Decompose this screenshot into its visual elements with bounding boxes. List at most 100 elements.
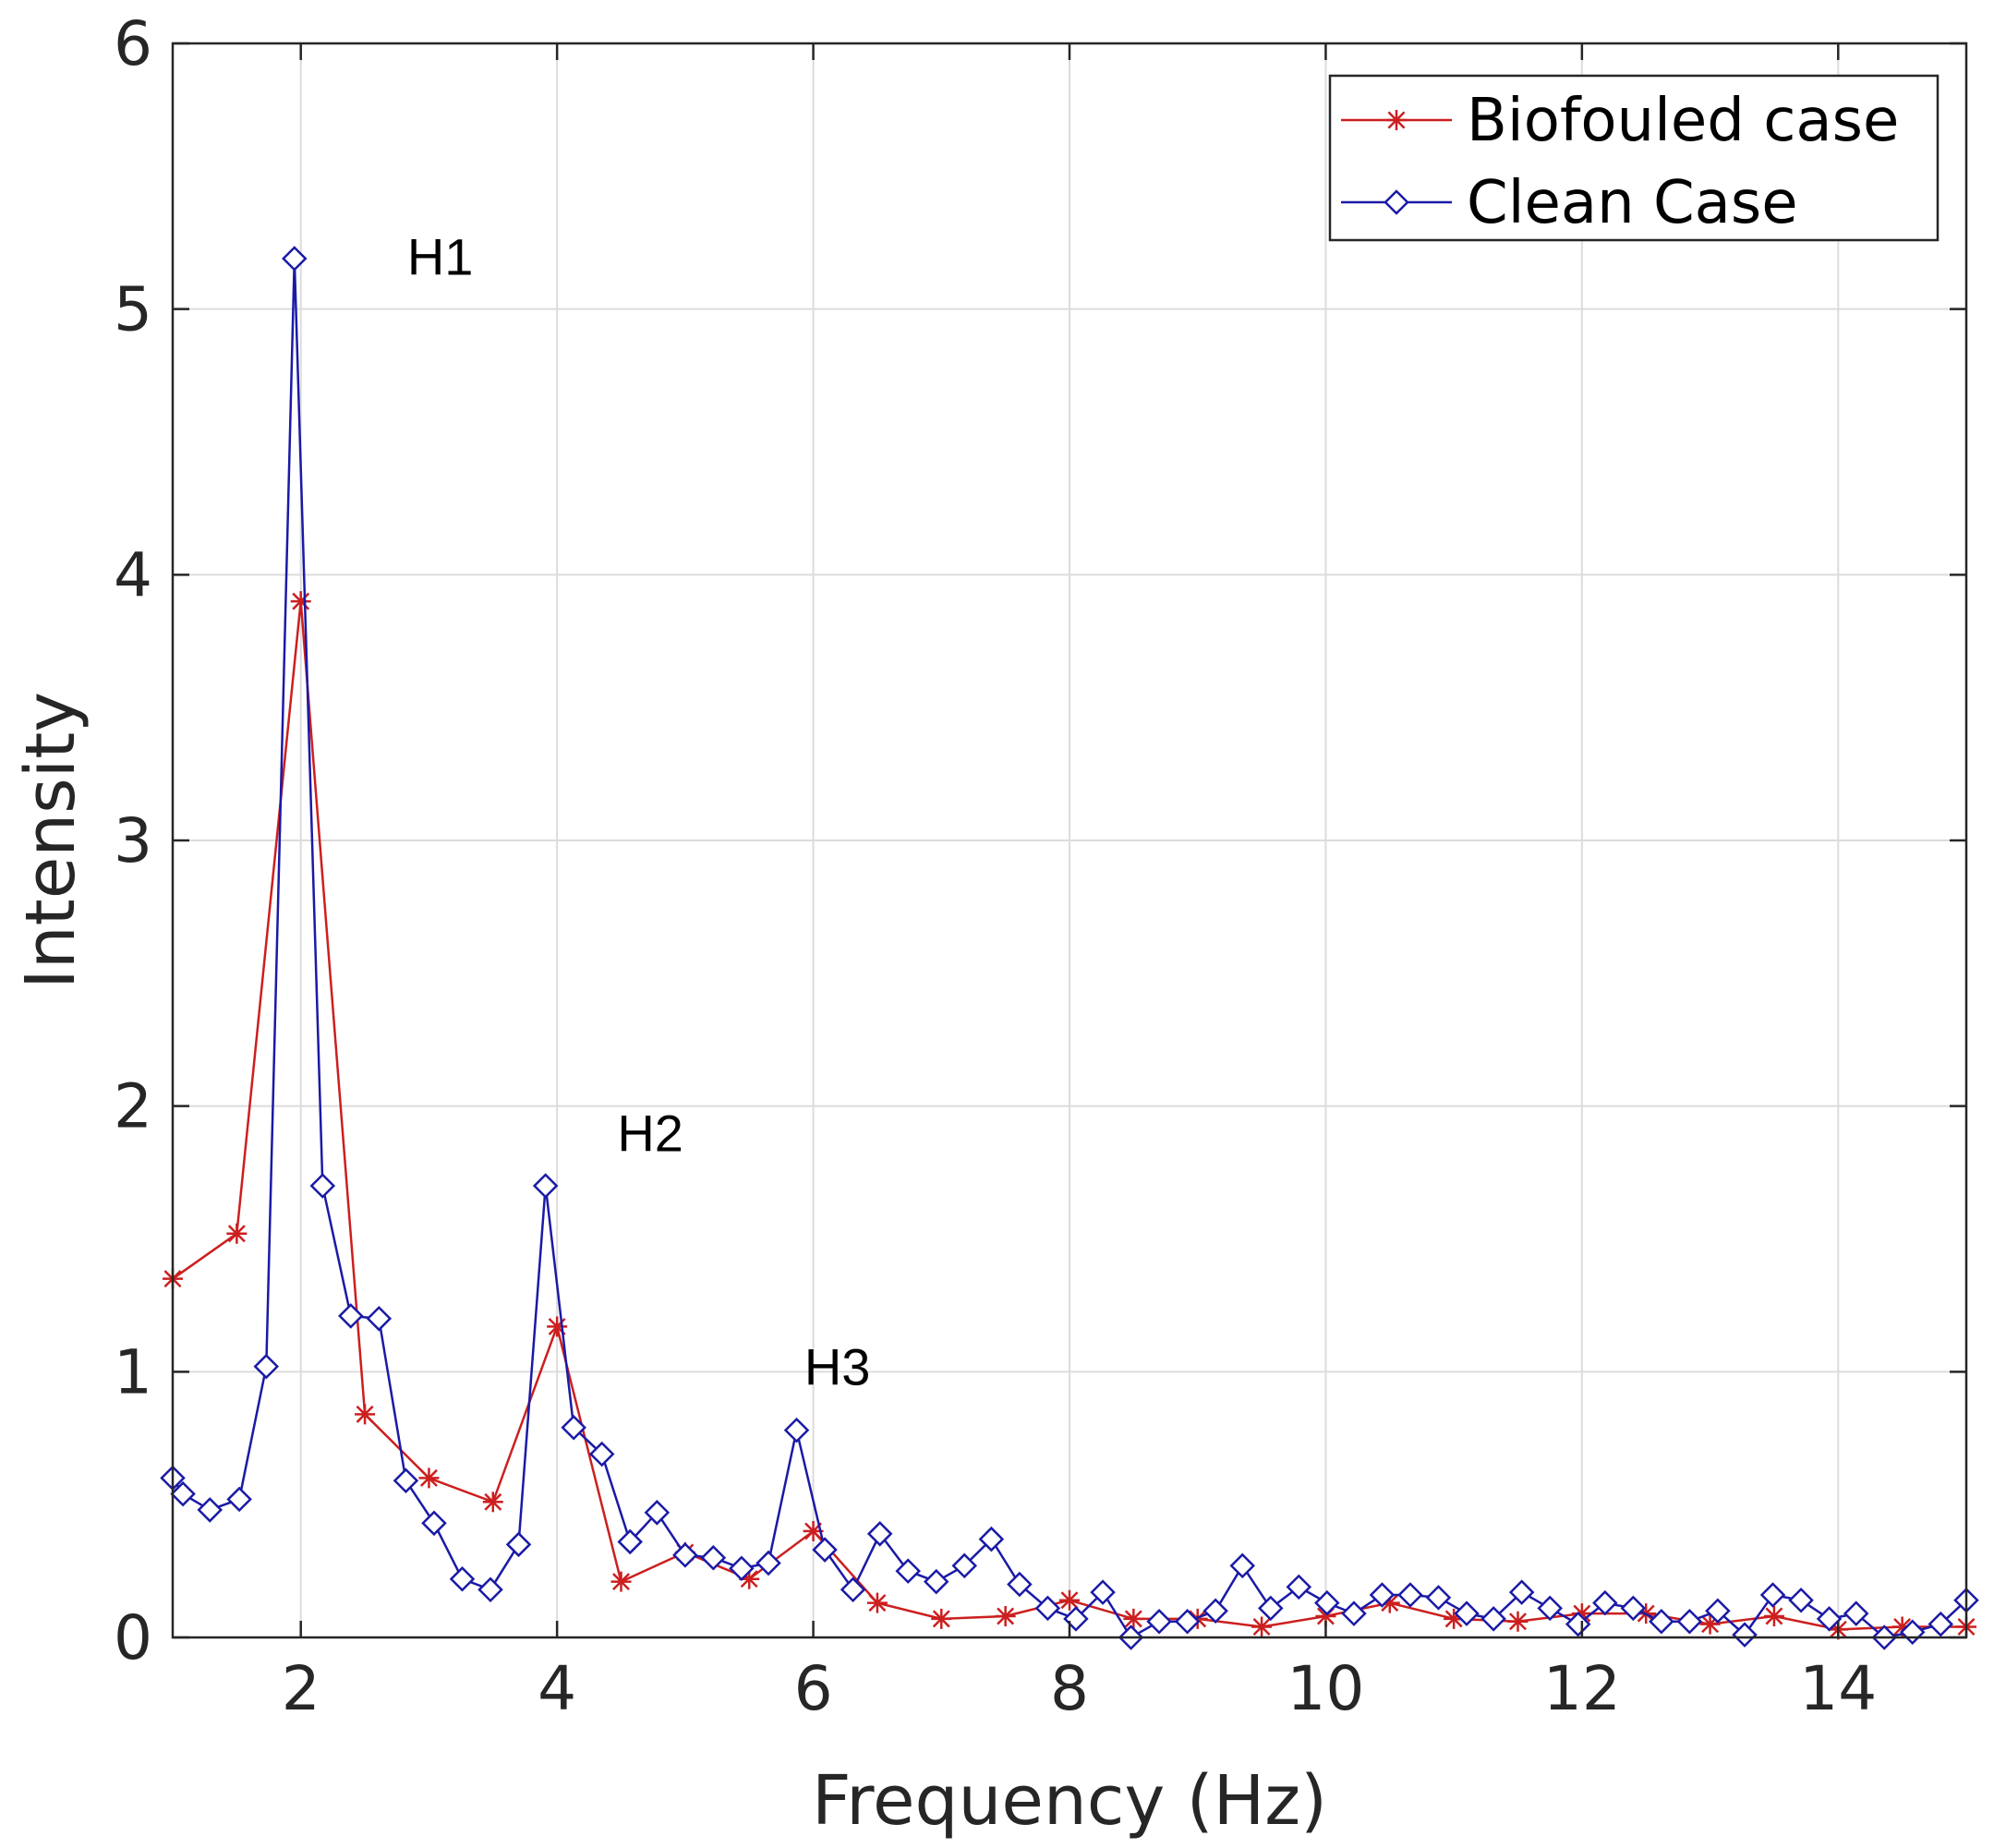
asterisk-stroke [227, 1225, 246, 1243]
legend: Biofouled case Clean Case [1328, 74, 1940, 242]
point-clean [729, 1555, 755, 1581]
point-clean [449, 1565, 476, 1592]
point-clean [588, 1441, 615, 1468]
point-clean [1592, 1589, 1618, 1616]
asterisk-stroke [868, 1594, 887, 1612]
point-clean [1537, 1595, 1563, 1622]
legend-marker-clean [1384, 189, 1409, 215]
point-clean [1788, 1587, 1814, 1613]
point-biofouled [1251, 1616, 1273, 1637]
y-tick-label: 4 [114, 539, 152, 610]
point-clean [309, 1173, 336, 1199]
legend-box [1328, 74, 1940, 242]
annotation-h2: H2 [617, 1105, 683, 1163]
asterisk-stroke [1381, 1594, 1399, 1612]
point-clean [561, 1414, 586, 1441]
x-tick-label: 14 [1799, 1653, 1877, 1724]
point-clean [393, 1468, 419, 1494]
series-layer [160, 246, 1979, 1650]
asterisk-stroke [1509, 1612, 1527, 1631]
point-clean [700, 1544, 727, 1571]
grid-layer [173, 43, 1966, 1637]
point-clean [338, 1303, 364, 1329]
asterisk-stroke [1060, 1591, 1079, 1610]
point-clean [1258, 1595, 1284, 1622]
y-tick-label: 1 [114, 1336, 152, 1407]
point-biofouled [995, 1605, 1016, 1626]
point-clean [282, 246, 308, 272]
point-biofouled [1123, 1608, 1144, 1629]
point-clean [532, 1173, 559, 1199]
asterisk-stroke [612, 1573, 630, 1591]
y-tick-label: 0 [114, 1602, 152, 1673]
asterisk-stroke [292, 592, 310, 610]
y-axis-label: Intensity [11, 692, 91, 989]
point-clean [1676, 1608, 1703, 1635]
annotation-layer: H1 H2 H3 [407, 227, 871, 1395]
x-tick-label: 4 [538, 1653, 576, 1724]
asterisk-stroke [1893, 1618, 1912, 1636]
point-clean [1397, 1582, 1423, 1608]
point-biofouled [1059, 1589, 1080, 1611]
point-clean [1508, 1579, 1535, 1605]
point-clean [1034, 1595, 1061, 1622]
x-tick-label: 12 [1543, 1653, 1621, 1724]
point-clean [197, 1497, 223, 1523]
point-clean [866, 1521, 893, 1547]
point-clean [1816, 1606, 1843, 1632]
point-clean [1369, 1582, 1396, 1608]
point-clean [840, 1576, 866, 1602]
point-clean [1649, 1608, 1674, 1635]
asterisk-stroke [356, 1405, 374, 1423]
point-clean [783, 1417, 810, 1443]
point-biofouled [1763, 1605, 1784, 1626]
point-clean [672, 1542, 698, 1568]
legend-marker-biofouled [1386, 110, 1407, 130]
point-biofouled [482, 1492, 503, 1513]
point-clean [1202, 1598, 1228, 1625]
legend-entries [1341, 110, 1452, 215]
point-clean [755, 1550, 781, 1576]
x-tick-label: 10 [1287, 1653, 1364, 1724]
asterisk-stroke [419, 1468, 438, 1487]
point-clean [617, 1528, 643, 1555]
asterisk-stroke [1124, 1610, 1142, 1628]
asterisk-stroke [1765, 1607, 1783, 1625]
point-biofouled [355, 1404, 376, 1425]
point-clean [1090, 1579, 1116, 1605]
point-clean [505, 1531, 532, 1558]
x-tick-label: 2 [282, 1653, 320, 1724]
point-clean [1454, 1600, 1480, 1626]
asterisk-stroke [484, 1492, 502, 1511]
legend-label-clean: Clean Case [1467, 169, 1798, 237]
y-tick-label: 3 [114, 805, 152, 876]
point-clean [1314, 1589, 1340, 1616]
point-clean [366, 1306, 393, 1332]
point-clean [226, 1486, 252, 1513]
point-clean [1759, 1582, 1786, 1608]
point-clean [253, 1353, 280, 1380]
point-clean [978, 1526, 1005, 1552]
asterisk-stroke [997, 1607, 1015, 1625]
asterisk-stroke [740, 1570, 758, 1588]
point-biofouled [290, 591, 311, 612]
x-tick-label: 8 [1050, 1653, 1089, 1724]
legend-label-biofouled: Biofouled case [1467, 87, 1899, 155]
point-biofouled [610, 1571, 632, 1592]
point-biofouled [418, 1468, 440, 1489]
point-clean [1007, 1571, 1033, 1598]
point-clean [644, 1500, 671, 1526]
asterisk-stroke [932, 1610, 950, 1628]
point-biofouled [1507, 1611, 1529, 1632]
point-biofouled [226, 1223, 248, 1244]
asterisk-stroke [1252, 1618, 1271, 1636]
point-clean [1928, 1611, 1954, 1637]
point-clean [1565, 1611, 1591, 1637]
annotation-h1: H1 [407, 227, 474, 285]
point-clean [1229, 1552, 1256, 1579]
point-clean [1705, 1598, 1731, 1625]
x-axis-label: Frequency (Hz) [812, 1761, 1327, 1841]
point-clean [170, 1480, 196, 1507]
